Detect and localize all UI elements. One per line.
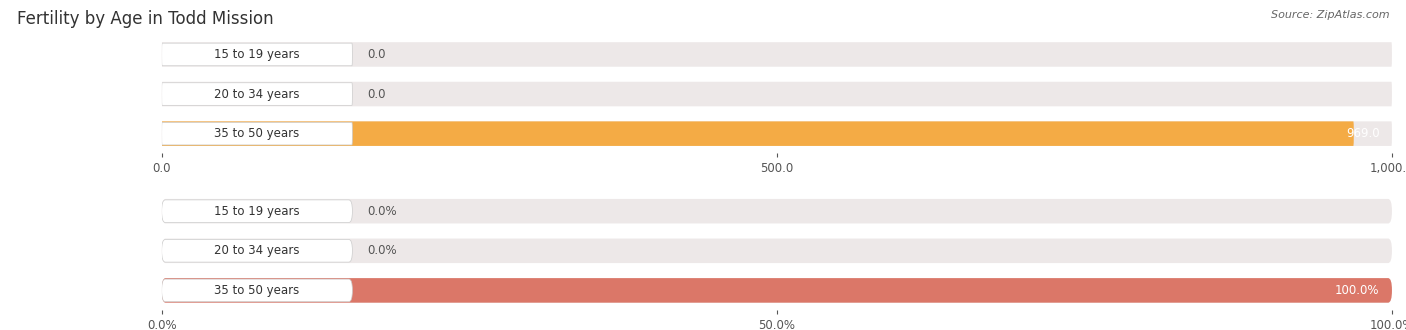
FancyBboxPatch shape <box>162 239 1392 263</box>
FancyBboxPatch shape <box>162 122 353 145</box>
Text: 0.0: 0.0 <box>367 87 385 101</box>
FancyBboxPatch shape <box>162 43 353 66</box>
Text: 15 to 19 years: 15 to 19 years <box>214 205 299 218</box>
Text: 20 to 34 years: 20 to 34 years <box>214 87 299 101</box>
Text: 0.0%: 0.0% <box>367 205 396 218</box>
Text: Source: ZipAtlas.com: Source: ZipAtlas.com <box>1271 10 1389 20</box>
FancyBboxPatch shape <box>162 199 1392 223</box>
FancyBboxPatch shape <box>162 82 1392 106</box>
Text: 100.0%: 100.0% <box>1336 284 1379 297</box>
FancyBboxPatch shape <box>162 200 353 222</box>
FancyBboxPatch shape <box>162 278 1392 303</box>
FancyBboxPatch shape <box>162 42 1392 67</box>
FancyBboxPatch shape <box>162 83 353 105</box>
Text: 35 to 50 years: 35 to 50 years <box>214 127 299 140</box>
Text: 0.0%: 0.0% <box>367 244 396 257</box>
Text: 20 to 34 years: 20 to 34 years <box>214 244 299 257</box>
Text: 0.0: 0.0 <box>367 48 385 61</box>
Text: 15 to 19 years: 15 to 19 years <box>214 48 299 61</box>
Text: 35 to 50 years: 35 to 50 years <box>214 284 299 297</box>
FancyBboxPatch shape <box>162 121 1392 146</box>
Text: Fertility by Age in Todd Mission: Fertility by Age in Todd Mission <box>17 10 274 28</box>
FancyBboxPatch shape <box>162 240 353 262</box>
FancyBboxPatch shape <box>162 121 1354 146</box>
FancyBboxPatch shape <box>162 279 353 302</box>
FancyBboxPatch shape <box>162 278 1392 303</box>
Text: 969.0: 969.0 <box>1346 127 1379 140</box>
